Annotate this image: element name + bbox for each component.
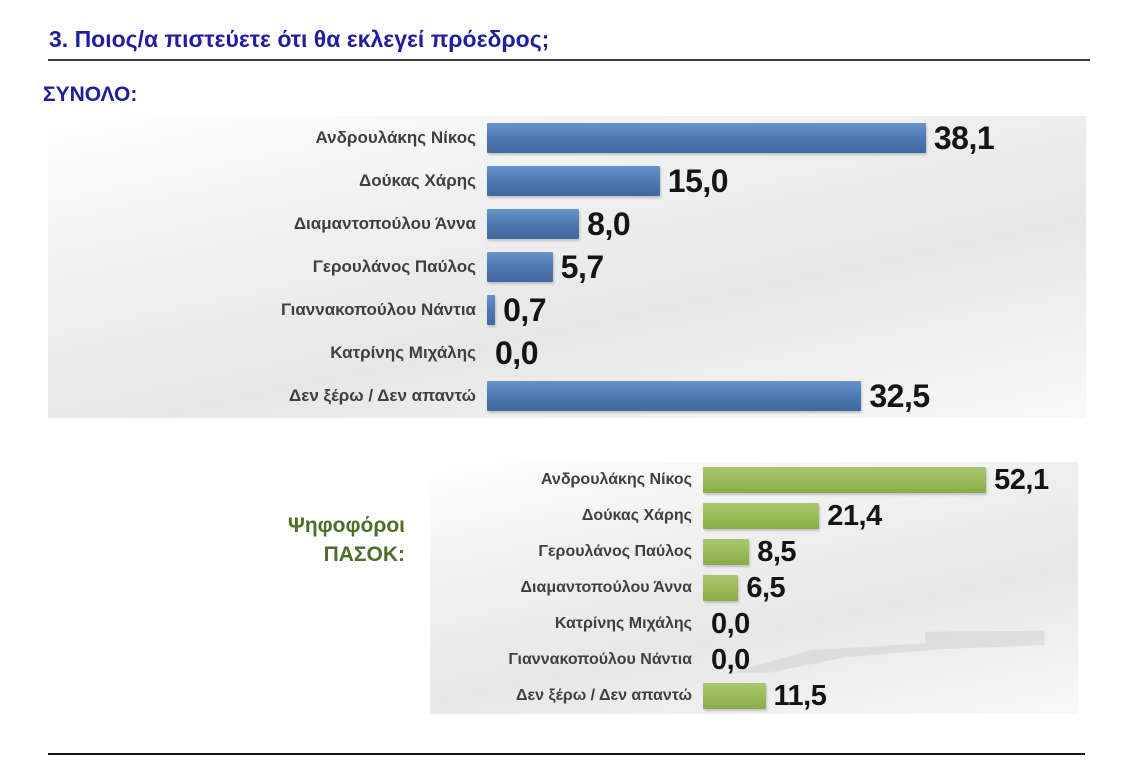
chart-row: Κατρίνης Μιχάλης 0,0 bbox=[430, 606, 1078, 642]
category-label: Ανδρουλάκης Νίκος bbox=[540, 471, 692, 488]
section-label-total: ΣΥΝΟΛΟ: bbox=[43, 83, 138, 106]
value-label: 8,5 bbox=[757, 535, 797, 568]
category-label: Δούκας Χάρης bbox=[581, 507, 692, 524]
chart-row: Δεν ξέρω / Δεν απαντώ 11,5 bbox=[430, 678, 1078, 714]
value-label: 0,7 bbox=[503, 292, 547, 329]
chart-row: Γιαννακοπούλου Νάντια 0,7 bbox=[48, 289, 1086, 332]
chart-row: Δούκας Χάρης 15,0 bbox=[48, 159, 1086, 202]
chart-row: Γερουλάνος Παύλος 8,5 bbox=[430, 534, 1078, 570]
bar-chart-pasok-voters: Ανδρουλάκης Νίκος 52,1 Δούκας Χάρης 21,4 Γερ… bbox=[430, 462, 1078, 714]
bar bbox=[487, 381, 862, 412]
footer-rule bbox=[48, 753, 1085, 755]
value-label: 15,0 bbox=[667, 162, 729, 199]
value-label: 0,0 bbox=[711, 607, 750, 640]
value-label: 21,4 bbox=[827, 499, 882, 532]
bar bbox=[487, 295, 496, 326]
category-label: Δεν ξέρω / Δεν απαντώ bbox=[516, 687, 692, 704]
bar-track: 0,0 bbox=[703, 606, 1078, 642]
bar bbox=[703, 467, 987, 493]
bar-track: 15,0 bbox=[487, 159, 1086, 202]
bar-track: 0,0 bbox=[487, 332, 1086, 375]
bar bbox=[487, 208, 580, 239]
chart-row: Ανδρουλάκης Νίκος 38,1 bbox=[48, 116, 1086, 159]
chart-row: Δεν ξέρω / Δεν απαντώ 32,5 bbox=[48, 375, 1086, 418]
chart-row: Ανδρουλάκης Νίκος 52,1 bbox=[430, 462, 1078, 498]
bar-track: 11,5 bbox=[703, 678, 1078, 714]
category-label: Γιαννακοπούλου Νάντια bbox=[508, 651, 692, 668]
chart-row: Γερουλάνος Παύλος 5,7 bbox=[48, 245, 1086, 288]
value-label: 5,7 bbox=[560, 248, 604, 285]
pasok-label-line1: Ψηφοφόροι bbox=[287, 514, 405, 537]
question-title: 3. Ποιος/α πιστεύετε ότι θα εκλεγεί πρόε… bbox=[49, 26, 550, 52]
chart-row: Γιαννακοπούλου Νάντια 0,0 bbox=[430, 642, 1078, 678]
bar-track: 0,7 bbox=[487, 289, 1086, 332]
bar-track: 8,5 bbox=[703, 534, 1078, 570]
value-label: 11,5 bbox=[773, 679, 827, 712]
value-label: 32,5 bbox=[869, 378, 930, 415]
chart-row: Κατρίνης Μιχάλης 0,0 bbox=[48, 332, 1086, 375]
bar-track: 5,7 bbox=[487, 245, 1086, 288]
value-label: 0,0 bbox=[495, 335, 538, 372]
value-label: 52,1 bbox=[994, 463, 1049, 496]
category-label: Διαμαντοπούλου Άννα bbox=[293, 213, 476, 233]
category-label: Γερουλάνος Παύλος bbox=[312, 256, 476, 276]
bar bbox=[487, 122, 926, 153]
bar-track: 32,5 bbox=[487, 375, 1086, 418]
value-label: 8,0 bbox=[587, 205, 631, 242]
bar-track: 21,4 bbox=[703, 498, 1078, 534]
bar-track: 38,1 bbox=[487, 116, 1086, 159]
chart-row: Διαμαντοπούλου Άννα 6,5 bbox=[430, 570, 1078, 606]
category-label: Ανδρουλάκης Νίκος bbox=[315, 127, 476, 147]
bar bbox=[703, 683, 766, 709]
chart-row: Διαμαντοπούλου Άννα 8,0 bbox=[48, 202, 1086, 245]
bar bbox=[703, 539, 750, 565]
chart-row: Δούκας Χάρης 21,4 bbox=[430, 498, 1078, 534]
bar bbox=[703, 503, 820, 529]
bar bbox=[487, 251, 553, 282]
section-label-pasok-voters: Ψηφοφόροι ΠΑΣΟΚ: bbox=[180, 511, 405, 570]
category-label: Γερουλάνος Παύλος bbox=[538, 543, 692, 560]
category-label: Γιαννακοπούλου Νάντια bbox=[280, 300, 476, 320]
bar-track: 52,1 bbox=[703, 462, 1078, 498]
value-label: 6,5 bbox=[746, 571, 786, 604]
category-label: Δεν ξέρω / Δεν απαντώ bbox=[289, 386, 476, 406]
bar bbox=[703, 575, 739, 601]
category-label: Κατρίνης Μιχάλης bbox=[554, 615, 692, 632]
category-label: Δούκας Χάρης bbox=[359, 170, 476, 190]
category-label: Κατρίνης Μιχάλης bbox=[330, 343, 476, 363]
bar-chart-total: Ανδρουλάκης Νίκος 38,1 Δούκας Χάρης 15,0 Δια… bbox=[48, 116, 1086, 418]
value-label: 38,1 bbox=[933, 119, 995, 156]
bar bbox=[487, 165, 660, 196]
title-underline bbox=[48, 59, 1090, 61]
bar-track: 8,0 bbox=[487, 202, 1086, 245]
category-label: Διαμαντοπούλου Άννα bbox=[520, 579, 692, 596]
pasok-label-line2: ΠΑΣΟΚ: bbox=[323, 543, 405, 567]
bar-track: 6,5 bbox=[703, 570, 1078, 606]
